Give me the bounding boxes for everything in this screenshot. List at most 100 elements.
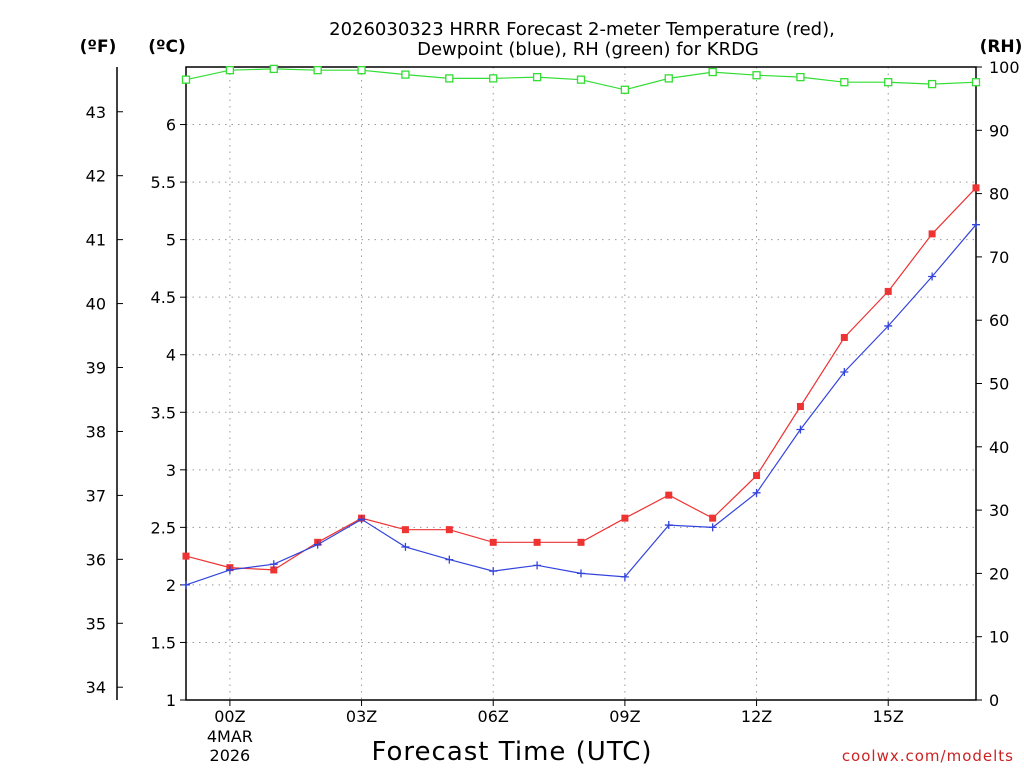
celsius-tick-label: 2.5: [151, 518, 176, 537]
fahrenheit-tick-label: 37: [86, 486, 106, 505]
rh-point: [401, 70, 410, 79]
dewpoint-point: [928, 272, 937, 281]
celsius-tick-label: 4.5: [151, 288, 176, 307]
dewpoint-point: [401, 542, 410, 551]
rh-point: [752, 71, 761, 80]
temperature-point: [489, 538, 497, 546]
temperature-point: [840, 333, 848, 341]
dewpoint-point: [269, 560, 278, 569]
rh-point: [708, 67, 717, 77]
temperature-line: [185, 187, 977, 571]
fahrenheit-tick-label: 40: [86, 295, 106, 314]
x-axis-title: Forecast Time (UTC): [371, 737, 652, 767]
fahrenheit-tick-label: 42: [86, 167, 106, 186]
celsius-tick-label: 5: [166, 231, 176, 250]
data-series: [181, 64, 981, 589]
time-tick-label: 15Z: [873, 707, 904, 726]
rh-point: [489, 74, 498, 83]
dewpoint-point: [972, 220, 980, 229]
dewpoint-point: [664, 521, 673, 530]
temperature-point: [928, 230, 936, 238]
celsius-tick-label: 3: [166, 461, 176, 480]
rh-tick-label: 80: [989, 185, 1009, 204]
rh-tick-label: 90: [989, 121, 1009, 140]
plot-area-frame: [185, 66, 977, 701]
temperature-point: [577, 538, 585, 546]
rh-point: [927, 79, 937, 89]
rh-point: [840, 78, 849, 87]
axis-ticks-and-labels: 1 1.5 2 2.5 3 3.5 4 4.5 5 5.5 6 34 35 36 37 38 39 40 41 42 4…: [86, 58, 1020, 765]
celsius-tick-label: 1: [166, 691, 176, 710]
temperature-point: [182, 552, 190, 560]
celsius-tick-label: 4: [166, 346, 176, 365]
rh-tick-label: 0: [989, 691, 999, 710]
temperature-point: [401, 526, 409, 534]
rh-point: [269, 64, 278, 74]
time-tick-label: 09Z: [609, 707, 640, 726]
chart-title-line2: Dewpoint (blue), RH (green) for KRDG: [417, 39, 759, 60]
fahrenheit-unit-label: (ºF): [80, 37, 117, 57]
fahrenheit-tick-label: 43: [86, 103, 106, 122]
time-tick-label: 12Z: [741, 707, 772, 726]
rh-tick-label: 30: [989, 501, 1009, 520]
temperature-point: [884, 287, 892, 295]
dewpoint-point: [225, 565, 234, 574]
rh-point: [181, 75, 191, 84]
celsius-unit-label: (ºC): [148, 37, 186, 57]
fahrenheit-tick-label: 41: [86, 231, 106, 250]
dewpoint-point: [708, 523, 717, 532]
rh-point: [796, 72, 805, 82]
rh-point: [971, 78, 981, 87]
dewpoint-point: [533, 561, 542, 570]
dewpoint-point: [445, 555, 454, 564]
temperature-point: [621, 514, 629, 522]
rh-point: [620, 85, 630, 94]
celsius-tick-label: 1.5: [151, 633, 176, 652]
rh-tick-label: 20: [989, 564, 1009, 583]
temperature-point: [753, 472, 761, 480]
celsius-tick-label: 5.5: [151, 173, 176, 192]
celsius-tick-label: 2: [166, 576, 176, 595]
dewpoint-point: [840, 367, 849, 376]
temperature-point: [796, 403, 804, 411]
rh-tick-label: 70: [989, 248, 1009, 267]
temperature-point: [709, 514, 717, 522]
rh-point: [225, 66, 235, 75]
rh-tick-label: 40: [989, 438, 1009, 457]
rh-tick-label: 10: [989, 628, 1009, 647]
rh-point: [313, 66, 322, 75]
dewpoint-point: [489, 567, 498, 576]
rh-tick-label: 50: [989, 375, 1009, 394]
fahrenheit-tick-label: 38: [86, 422, 106, 441]
fahrenheit-tick-label: 35: [86, 614, 106, 633]
temperature-point: [665, 491, 673, 499]
dewpoint-point: [313, 540, 322, 549]
dewpoint-point: [620, 572, 629, 581]
gridlines: [186, 67, 976, 700]
credit-text: coolwx.com/modelts: [842, 747, 1014, 765]
dewpoint-point: [796, 425, 805, 434]
temperature-point: [270, 566, 278, 574]
dewpoint-point: [884, 321, 893, 330]
fahrenheit-tick-label: 34: [86, 678, 106, 697]
dewpoint-point: [577, 569, 585, 578]
rh-point: [884, 78, 893, 87]
celsius-tick-label: 3.5: [151, 403, 176, 422]
temperature-point: [972, 184, 980, 192]
temperature-point: [533, 538, 541, 546]
fahrenheit-tick-label: 39: [86, 359, 106, 378]
time-tick-label: 03Z: [346, 707, 377, 726]
rh-tick-label: 100: [989, 58, 1020, 77]
temperature-point: [445, 526, 453, 534]
date-label-month: 4MAR: [207, 727, 253, 746]
dewpoint-line: [185, 224, 977, 586]
rh-point: [576, 75, 586, 84]
chart-title-line1: 2026030323 HRRR Forecast 2-meter Tempera…: [329, 19, 835, 40]
time-tick-label: 00Z: [214, 707, 245, 726]
rh-unit-label: (RH): [980, 37, 1023, 57]
time-tick-label: 06Z: [478, 707, 509, 726]
fahrenheit-tick-label: 36: [86, 550, 106, 569]
rh-point: [445, 74, 454, 83]
celsius-tick-label: 6: [166, 116, 176, 135]
